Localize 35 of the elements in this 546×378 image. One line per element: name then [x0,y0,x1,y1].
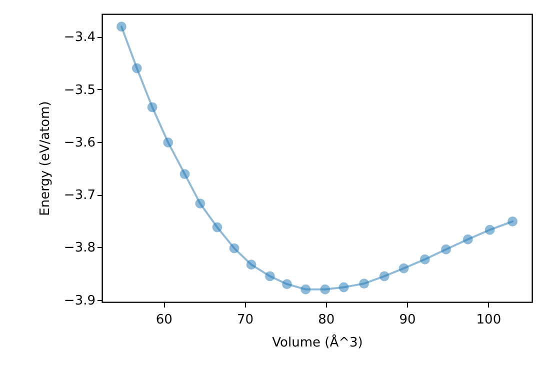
x-tick-label: 90 [399,312,416,328]
point [359,278,370,289]
point [441,244,451,254]
point [300,284,311,294]
x-tick-label: 60 [156,312,172,328]
y-tick-label: −3.5 [64,82,96,98]
point [338,282,349,292]
y-tick-label: −3.7 [64,188,96,204]
point [132,63,142,74]
point [229,243,240,254]
point [212,222,222,232]
point [246,260,256,270]
x-tick-label: 100 [476,312,502,328]
point [420,254,430,264]
x-axis-title: Volume (Å^3) [272,334,363,350]
point [484,224,495,235]
y-tick-label: −3.6 [64,135,96,150]
point [180,169,190,180]
point [282,279,292,290]
y-tick-label: −3.4 [64,30,96,46]
y-tick-label: −3.8 [64,240,96,256]
point [195,198,206,209]
point [264,271,275,282]
point [163,138,174,148]
y-tick-label: −3.9 [64,293,96,308]
point [508,216,518,226]
x-tick-label: 80 [318,312,335,328]
y-axis-title: Energy (eV/atom) [38,101,53,216]
x-tick-label: 70 [237,312,254,328]
point [320,284,330,294]
point [147,102,158,112]
point [116,22,126,32]
point [398,263,409,274]
point [462,234,473,244]
point [379,271,390,282]
